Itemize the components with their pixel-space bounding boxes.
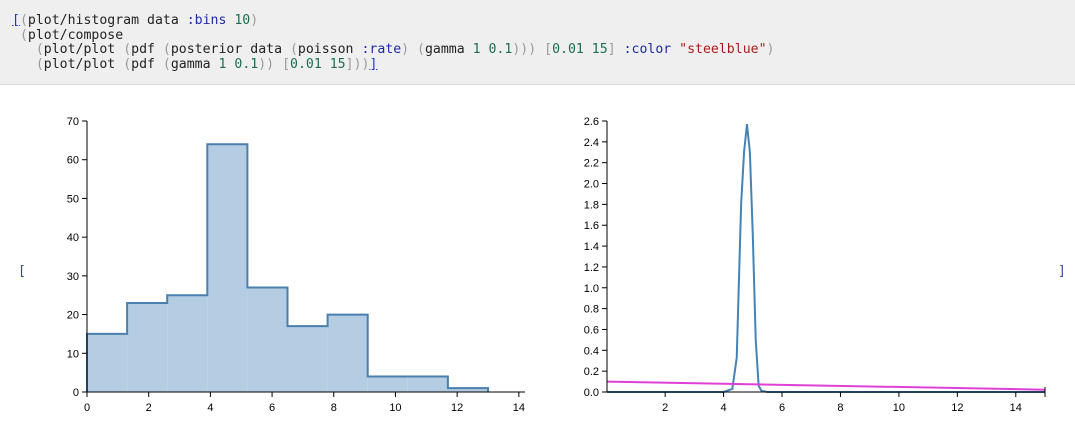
histogram-bar [127,302,168,392]
line-y-tick-label: 0.2 [584,366,599,378]
line-x-tick-label: 6 [779,402,785,414]
histogram-bar [247,287,288,392]
histogram-outline [86,143,489,392]
line-y-tick-label: 0.6 [584,324,599,336]
line-axes: 0.0 0.2 0.4 0.6 0.8 1.0 1.2 1.4 1.6 1.8 2.0 2.2 2.4 2… [584,116,1046,414]
histogram-bars [86,143,489,392]
line-y-tick-label: 2.4 [584,137,599,149]
line-y-tick-label: 1.0 [584,283,599,295]
line-y-tick-label: 0.4 [584,345,599,357]
histogram-x-tick-label: 10 [389,402,401,414]
line-y-tick-label: 0.0 [584,387,599,399]
line-series-group [606,124,1046,393]
line-series-steelblue [607,124,1045,393]
code-expression[interactable]: [(plot/histogram data :bins 10) (plot/co… [12,13,775,72]
line-y-tick-label: 0.8 [584,304,599,316]
histogram-x-tick-label: 8 [331,402,337,414]
histogram-x-tick-label: 2 [146,402,152,414]
histogram-bar [447,388,488,392]
histogram-y-tick-label: 40 [67,232,79,244]
histogram-chart: 0 10 20 30 40 50 60 70 0 2 4 6 8 10 12 14 [67,116,525,414]
line-x-tick-label: 10 [893,402,905,414]
histogram-bar [287,326,328,392]
histogram-y-tick-label: 10 [67,348,79,360]
line-series-magenta [606,380,1046,391]
code-close-bracket[interactable]: ] [369,56,378,72]
line-y-tick-label: 2.2 [584,158,599,170]
line-y-tick-label: 1.2 [584,262,599,274]
histogram-x-tick-label: 14 [513,402,525,414]
result-close-bracket: ] [1058,264,1066,279]
histogram-x-tick-label: 6 [269,402,275,414]
code-editor-panel[interactable]: [(plot/histogram data :bins 10) (plot/co… [0,0,1075,85]
histogram-bar [327,314,368,392]
histogram-bar [367,376,408,392]
histogram-bar [407,376,448,392]
line-y-tick-label: 1.4 [584,241,599,253]
histogram-x-tick-label: 12 [451,402,463,414]
pdf-line-chart: 0.0 0.2 0.4 0.6 0.8 1.0 1.2 1.4 1.6 1.8 2.0 2.2 2.4 2… [584,116,1046,414]
line-y-tick-label: 2.6 [584,116,599,128]
histogram-y-tick-label: 20 [67,310,79,322]
result-open-bracket: [ [18,264,26,279]
line-x-tick-label: 14 [1010,402,1022,414]
line-x-tick-label: 8 [837,402,843,414]
line-x-tick-label: 4 [721,402,727,414]
code-open-bracket[interactable]: [ [12,13,20,28]
line-y-tick-label: 1.8 [584,199,599,211]
histogram-x-tick-label: 4 [207,402,213,414]
histogram-axes: 0 10 20 30 40 50 60 70 0 2 4 6 8 10 12 14 [67,116,525,414]
histogram-y-tick-label: 0 [73,387,79,399]
histogram-y-tick-label: 60 [67,155,79,167]
line-x-tick-label: 2 [662,402,668,414]
histogram-bar [167,295,208,392]
line-y-tick-label: 2.0 [584,179,599,191]
histogram-bar [87,333,128,392]
histogram-y-tick-label: 50 [67,193,79,205]
line-x-tick-label: 12 [951,402,963,414]
histogram-y-tick-label: 70 [67,116,79,128]
histogram-x-tick-label: 0 [84,402,90,414]
histogram-bar [207,144,248,392]
histogram-y-tick-label: 30 [67,271,79,283]
line-y-tick-label: 1.6 [584,220,599,232]
